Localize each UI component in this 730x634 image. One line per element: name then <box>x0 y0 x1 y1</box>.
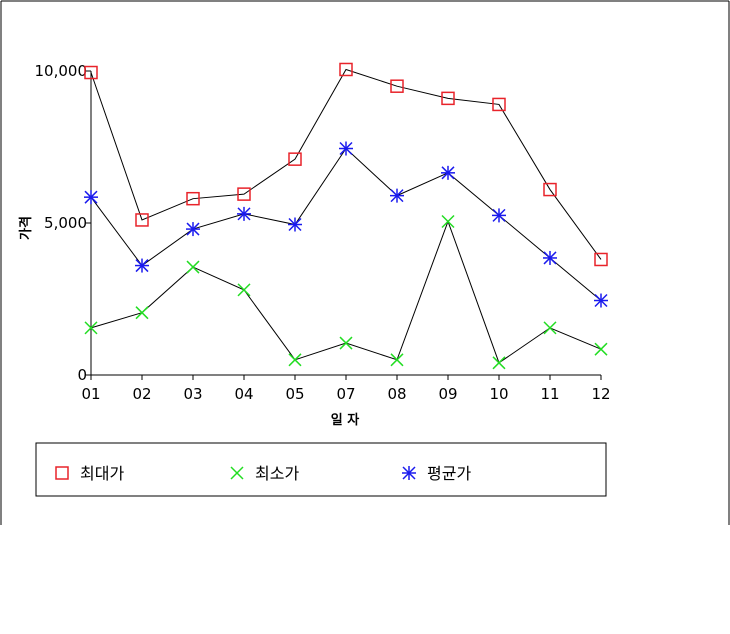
data-point <box>594 293 608 308</box>
marker-stroke <box>237 283 251 297</box>
data-point <box>390 353 404 367</box>
data-point <box>441 91 455 106</box>
data-point <box>84 190 98 205</box>
y-tick-label: 5,000 <box>44 214 87 232</box>
marker-stroke <box>339 336 353 350</box>
data-point <box>594 252 608 267</box>
data-point <box>288 353 302 367</box>
data-point <box>543 182 557 197</box>
data-point <box>594 342 608 356</box>
marker-stroke <box>390 353 404 367</box>
marker-stroke <box>492 356 506 370</box>
data-point <box>492 208 506 223</box>
legend-label: 최소가 <box>255 464 299 483</box>
marker-stroke <box>594 342 608 356</box>
x-tick-label: 12 <box>591 385 610 403</box>
data-point <box>135 258 149 273</box>
legend-marker <box>230 466 244 480</box>
data-point <box>84 321 98 335</box>
y-tick-label: 0 <box>77 366 87 384</box>
x-tick-label: 05 <box>285 385 304 403</box>
axes: 0 5,000 10,000 01 02 03 04 05 07 08 09 10 11 12 <box>35 62 611 403</box>
x-tick-label: 01 <box>81 385 100 403</box>
legend-item: 최대가 <box>55 464 124 483</box>
y-axis-title: 가격 <box>19 216 34 240</box>
legend-label: 최대가 <box>80 464 124 483</box>
data-point <box>186 260 200 274</box>
x-tick-label: 09 <box>438 385 457 403</box>
data-point <box>339 141 353 156</box>
data-point <box>441 165 455 180</box>
marker-stroke <box>543 321 557 335</box>
x-tick-label: 02 <box>132 385 151 403</box>
data-point <box>237 206 251 221</box>
data-point <box>492 97 506 112</box>
data-point <box>441 214 455 229</box>
series-3 <box>84 141 608 308</box>
legend-item: 최소가 <box>230 464 299 483</box>
data-point <box>543 250 557 265</box>
legend-marker <box>402 466 416 480</box>
y-tick-label: 10,000 <box>35 62 88 80</box>
marker-stroke <box>288 353 302 367</box>
x-tick-label: 10 <box>489 385 508 403</box>
data-point <box>288 217 302 232</box>
x-tick-label: 04 <box>234 385 253 403</box>
data-point <box>390 79 404 93</box>
series-line <box>90 147 602 301</box>
data-point <box>237 187 251 201</box>
marker-stroke <box>84 321 98 335</box>
marker-stroke <box>135 306 149 320</box>
legend-item: 평균가 <box>402 464 471 483</box>
data-point <box>135 213 149 227</box>
legend-label: 평균가 <box>427 464 471 483</box>
x-tick-label: 03 <box>183 385 202 403</box>
series-line <box>90 220 602 364</box>
legend: 최대가 최소가 평균가 <box>35 442 607 497</box>
data-point <box>543 321 557 335</box>
marker-stroke <box>230 466 244 480</box>
series-1 <box>84 62 608 267</box>
data-point <box>237 283 251 297</box>
x-tick-label: 07 <box>336 385 355 403</box>
data-point <box>84 65 98 80</box>
x-tick-label: 08 <box>387 385 406 403</box>
legend-marker <box>55 466 69 480</box>
data-point <box>135 306 149 320</box>
series-line <box>90 68 602 260</box>
data-point <box>390 188 404 203</box>
x-tick-label: 11 <box>540 385 559 403</box>
series-layer <box>84 62 608 370</box>
data-point <box>339 62 353 77</box>
data-point <box>492 356 506 370</box>
data-point <box>288 152 302 166</box>
series-2 <box>84 214 608 370</box>
marker-stroke <box>441 214 455 229</box>
data-point <box>186 191 200 206</box>
x-axis-title: 일 자 <box>331 413 359 428</box>
marker-stroke <box>186 260 200 274</box>
data-point <box>186 222 200 237</box>
data-point <box>339 336 353 350</box>
legend-box <box>35 442 607 497</box>
